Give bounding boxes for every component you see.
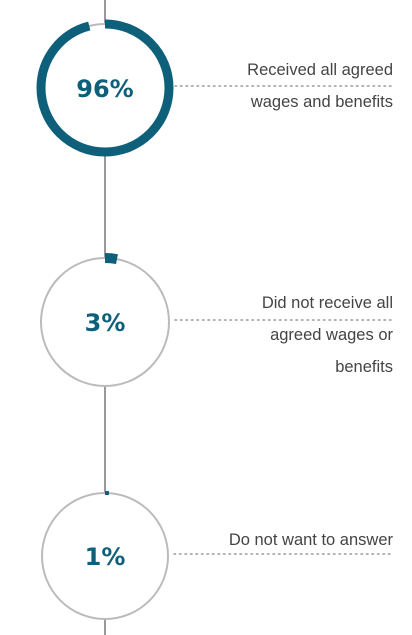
value-labels: 96% 3% 1%: [76, 75, 133, 571]
category-label-3-line-1: Do not want to answer: [229, 531, 394, 549]
category-label-1-line-1: Received all agreed: [247, 61, 393, 79]
category-label-1-line-2: wages and benefits: [250, 93, 393, 111]
value-arc-1: [36, 19, 174, 157]
value-label-3: 1%: [85, 543, 126, 571]
category-labels: Received all agreed wages and benefits Did…: [229, 61, 394, 549]
value-label-1: 96%: [76, 75, 133, 103]
value-arc-3: [40, 491, 170, 621]
donut-rings: [36, 19, 174, 621]
category-label-2-line-2: agreed wages or: [270, 326, 393, 344]
category-label-2-line-1: Did not receive all: [262, 294, 393, 312]
value-arc-2: [36, 253, 174, 391]
category-label-2-line-3: benefits: [335, 358, 393, 376]
value-label-2: 3%: [85, 309, 126, 337]
leader-lines: [173, 85, 395, 555]
